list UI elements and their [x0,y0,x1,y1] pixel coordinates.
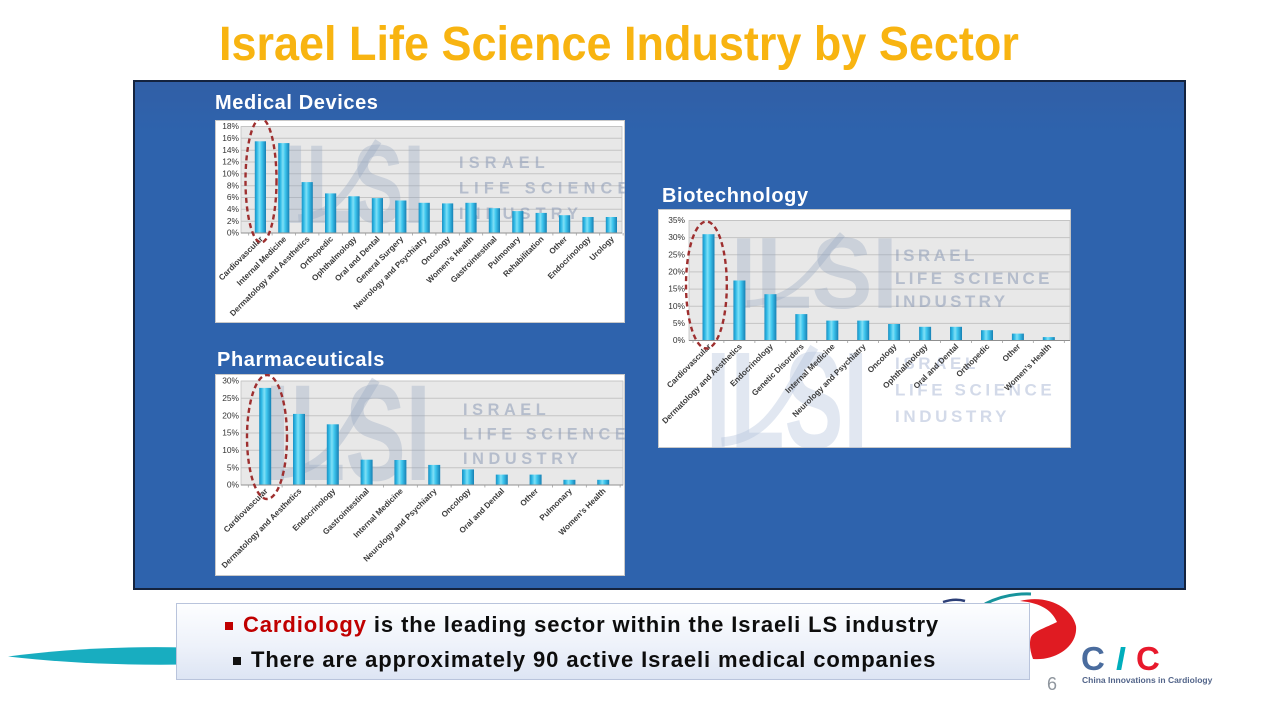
svg-text:LIFE SCIENCE: LIFE SCIENCE [895,269,1053,288]
svg-text:ILSI: ILSI [731,218,898,330]
svg-text:0%: 0% [227,480,240,490]
svg-text:20%: 20% [668,267,685,277]
svg-text:35%: 35% [668,215,685,225]
svg-text:CIC: CIC [1081,640,1171,677]
svg-text:18%: 18% [222,121,239,131]
svg-text:25%: 25% [668,249,685,259]
svg-text:LIFE SCIENCE: LIFE SCIENCE [895,381,1055,400]
svg-text:12%: 12% [222,157,239,167]
svg-text:10%: 10% [222,168,239,178]
svg-text:0%: 0% [673,335,686,345]
svg-text:ISRAEL: ISRAEL [895,354,979,373]
svg-text:25%: 25% [222,393,239,403]
svg-text:15%: 15% [668,284,685,294]
svg-text:LIFE SCIENCE: LIFE SCIENCE [459,180,625,198]
svg-text:LIFE SCIENCE: LIFE SCIENCE [463,426,625,444]
svg-text:10%: 10% [222,445,239,455]
svg-text:INDUSTRY: INDUSTRY [463,450,582,468]
svg-text:ILSI: ILSI [265,374,431,510]
svg-text:ISRAEL: ISRAEL [459,154,550,172]
svg-text:0%: 0% [227,228,240,238]
svg-text:15%: 15% [222,428,239,438]
svg-text:8%: 8% [227,180,240,190]
svg-text:5%: 5% [227,462,240,472]
svg-text:30%: 30% [222,376,239,386]
svg-text:ILSI: ILSI [706,323,868,448]
svg-text:2%: 2% [227,216,240,226]
svg-text:INDUSTRY: INDUSTRY [895,407,1010,426]
svg-text:INDUSTRY: INDUSTRY [895,292,1008,311]
svg-text:4%: 4% [227,204,240,214]
svg-text:30%: 30% [668,232,685,242]
svg-text:20%: 20% [222,410,239,420]
svg-text:5%: 5% [673,318,686,328]
svg-text:ISRAEL: ISRAEL [463,401,550,419]
svg-text:China Innovations in Cardiolog: China Innovations in Cardiology [1082,675,1213,685]
svg-text:14%: 14% [222,145,239,155]
svg-text:10%: 10% [668,301,685,311]
svg-text:6%: 6% [227,192,240,202]
svg-text:ISRAEL: ISRAEL [895,246,978,265]
svg-text:16%: 16% [222,133,239,143]
